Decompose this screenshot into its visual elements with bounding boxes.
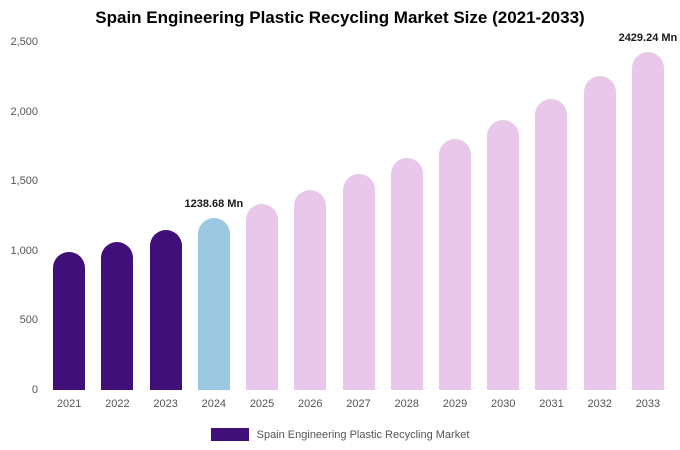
bar-2029 [438, 139, 471, 390]
bar-2022 [101, 241, 134, 390]
bar-2025 [246, 204, 279, 390]
bar-2033 [631, 51, 664, 390]
bar-value-label-2024: 1238.68 Mn [184, 197, 244, 210]
y-axis-tick-label-1,000: 1,000 [10, 244, 38, 257]
bar-2023 [149, 229, 182, 390]
x-axis-label-2025: 2025 [249, 398, 275, 410]
bar-slot-2025: 2025 [238, 42, 286, 410]
x-axis-label-2021: 2021 [56, 398, 82, 410]
bar-slot-2032: 2032 [576, 42, 624, 410]
legend-swatch [210, 428, 249, 441]
legend: Spain Engineering Plastic Recycling Mark… [0, 428, 680, 441]
bar-slot-2031: 2031 [527, 42, 575, 410]
bar-slot-2029: 2029 [431, 42, 479, 410]
bar-slot-2021: 2021 [45, 42, 93, 410]
legend-label: Spain Engineering Plastic Recycling Mark… [256, 428, 470, 441]
bar-slot-2033: 2033 2429.24 Mn [619, 32, 678, 410]
x-axis-label-2024: 2024 [201, 398, 227, 410]
bar-2028 [390, 157, 423, 390]
bar-2031 [535, 99, 568, 390]
x-axis-label-2030: 2030 [490, 398, 516, 410]
x-axis-label-2033: 2033 [635, 398, 661, 410]
bar-2021 [53, 252, 86, 390]
bar-slot-2030: 2030 [479, 42, 527, 410]
x-axis-label-2028: 2028 [394, 398, 419, 410]
bar-slot-2027: 2027 [334, 42, 382, 410]
y-axis-tick-label-0: 0 [31, 384, 38, 396]
bar-slot-2024: 2024 1238.68 Mn [184, 42, 243, 410]
x-axis-label-2031: 2031 [539, 398, 564, 410]
x-axis-label-2023: 2023 [153, 398, 178, 410]
bar-2030 [487, 119, 520, 390]
bar-slot-2026: 2026 [286, 42, 334, 410]
bar-slot-2028: 2028 [383, 42, 431, 410]
x-axis-label-2022: 2022 [105, 398, 130, 410]
x-axis-label-2029: 2029 [442, 398, 468, 410]
y-axis-tick-label-2,000: 2,000 [10, 105, 38, 118]
y-axis-tick-label-1,500: 1,500 [10, 175, 38, 188]
y-axis-tick-label-2,500: 2,500 [10, 36, 38, 48]
plot-area: 2021 2022 2023 2024 1238.68 Mn 2025 2026 2027 20… [45, 32, 678, 410]
x-axis-label-2026: 2026 [298, 398, 323, 410]
y-axis-tick-label-500: 500 [19, 314, 38, 327]
bar-2032 [583, 76, 616, 390]
bar-2024 [197, 217, 230, 390]
x-axis-label-2027: 2027 [346, 398, 371, 410]
bar-2026 [294, 189, 327, 390]
bar-value-label-2033: 2429.24 Mn [618, 31, 678, 44]
chart-title: Spain Engineering Plastic Recycling Mark… [95, 8, 585, 27]
bar-slot-2023: 2023 [141, 42, 189, 410]
bar-slot-2022: 2022 [93, 42, 141, 410]
x-axis-label-2032: 2032 [587, 398, 612, 410]
bar-2027 [342, 174, 375, 390]
